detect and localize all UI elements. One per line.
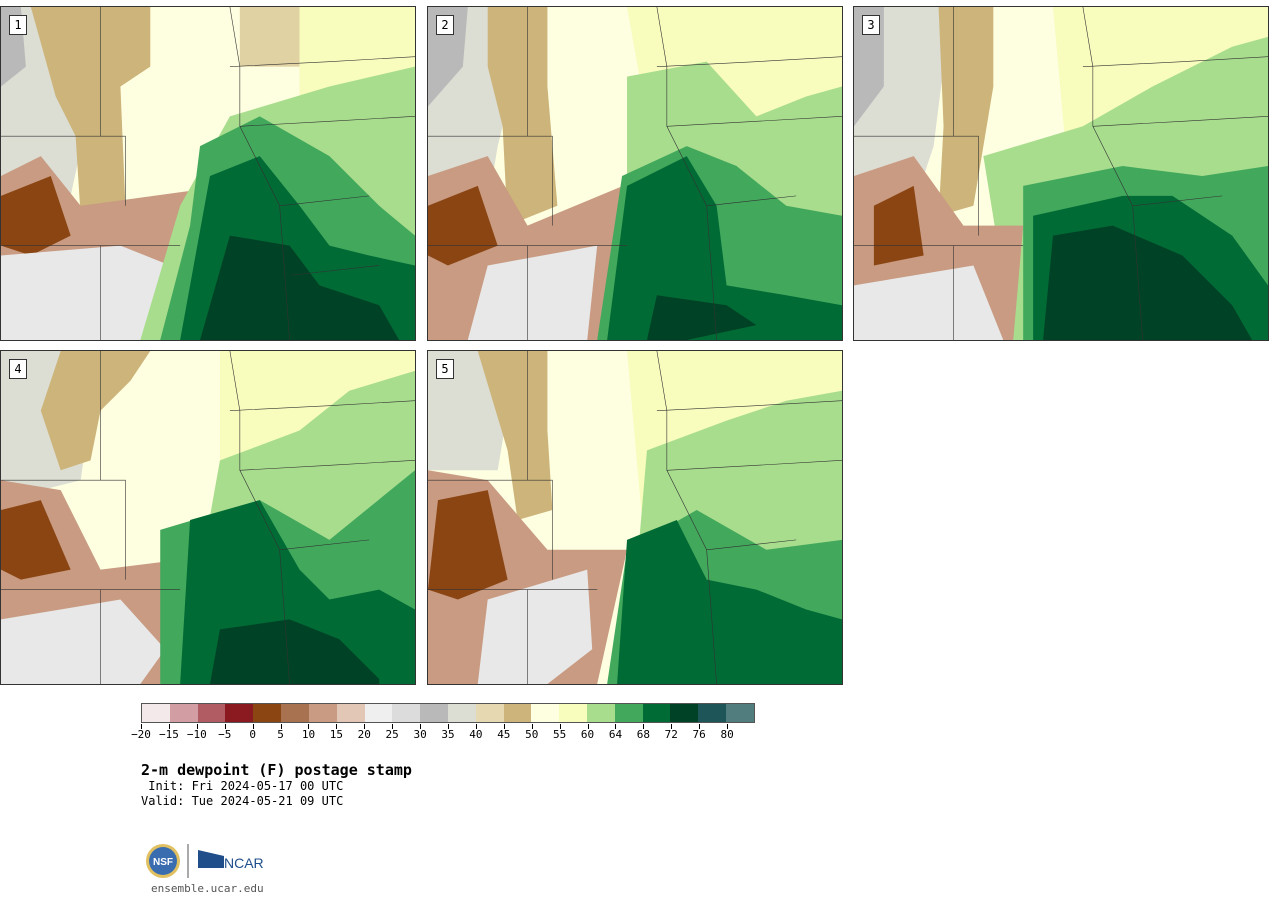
figure-title: 2-m dewpoint (F) postage stamp xyxy=(141,761,412,779)
colorbar-tick-label-7: 15 xyxy=(329,728,343,741)
site-url: ensemble.ucar.edu xyxy=(151,882,264,895)
colorbar-tick-label-17: 64 xyxy=(608,728,623,741)
colorbar-tick-label-1: −15 xyxy=(158,728,179,741)
colorbar-tick-label-18: 68 xyxy=(636,728,650,741)
colorbar-segment-21 xyxy=(726,704,754,722)
logos: NSF NCAR xyxy=(144,842,274,882)
colorbar-tick-9 xyxy=(392,724,394,729)
colorbar-tick-label-2: −10 xyxy=(186,728,207,741)
colorbar-tick-17 xyxy=(615,724,617,729)
colorbar-tick-15 xyxy=(559,724,561,729)
colorbar-tick-5 xyxy=(280,724,282,729)
colorbar-segment-9 xyxy=(392,704,421,722)
colorbar-tick-14 xyxy=(531,724,533,729)
colorbar-segment-2 xyxy=(197,704,226,722)
colorbar-tick-label-15: 55 xyxy=(553,728,567,741)
colorbar-tick-label-19: 72 xyxy=(664,728,678,741)
colorbar-segment-18 xyxy=(642,704,671,722)
dewpoint-map-5 xyxy=(428,351,842,684)
postage-stamp-panel-3: 3 xyxy=(853,6,1269,341)
colorbar-tick-label-21: 80 xyxy=(720,728,734,741)
colorbar-segment-5 xyxy=(281,704,309,722)
dewpoint-colorbar xyxy=(141,703,755,723)
colorbar-segment-19 xyxy=(670,704,699,722)
colorbar-tick-19 xyxy=(671,724,673,729)
dewpoint-map-3 xyxy=(854,7,1268,340)
colorbar-segment-20 xyxy=(698,704,727,722)
colorbar-tick-label-11: 35 xyxy=(441,728,455,741)
colorbar-tick-4 xyxy=(252,724,254,729)
dewpoint-map-2 xyxy=(428,7,842,340)
colorbar-tick-label-0: −20 xyxy=(131,728,151,741)
colorbar-segment-17 xyxy=(614,704,643,722)
colorbar-tick-16 xyxy=(587,724,589,729)
colorbar-tick-10 xyxy=(420,724,422,729)
nsf-text: NSF xyxy=(153,857,173,868)
colorbar-segment-12 xyxy=(475,704,504,722)
colorbar-segment-16 xyxy=(587,704,615,722)
postage-stamp-panel-4: 4 xyxy=(0,350,416,685)
colorbar-segment-15 xyxy=(559,704,587,722)
panel-label-3: 3 xyxy=(862,15,880,35)
colorbar-tick-label-3: −5 xyxy=(218,728,232,741)
postage-stamp-panel-1: 1 xyxy=(0,6,416,341)
colorbar-tick-20 xyxy=(699,724,701,729)
ncar-text: NCAR xyxy=(224,855,264,871)
colorbar-tick-12 xyxy=(475,724,477,729)
ncar-logo-icon: NCAR xyxy=(198,850,264,871)
colorbar-tick-8 xyxy=(364,724,366,729)
colorbar-tick-0 xyxy=(141,724,142,729)
colorbar-tick-11 xyxy=(448,724,449,729)
colorbar-tick-label-6: 10 xyxy=(301,728,316,741)
colorbar-tick-label-14: 50 xyxy=(525,728,539,741)
colorbar-segment-3 xyxy=(225,704,254,722)
colorbar-segment-0 xyxy=(142,704,170,722)
colorbar-tick-6 xyxy=(308,724,310,729)
colorbar-segment-13 xyxy=(503,704,532,722)
colorbar-tick-7 xyxy=(336,724,338,729)
nsf-ncar-logo: NSF NCAR xyxy=(146,844,264,878)
panel-label-1: 1 xyxy=(9,15,27,35)
init-time: Init: Fri 2024-05-17 00 UTC xyxy=(141,779,344,793)
colorbar-tick-18 xyxy=(643,724,645,729)
panel-label-5: 5 xyxy=(436,359,454,379)
colorbar-tick-label-12: 40 xyxy=(469,728,483,741)
colorbar-segment-8 xyxy=(364,704,393,722)
valid-time: Valid: Tue 2024-05-21 09 UTC xyxy=(141,794,344,808)
colorbar-segment-10 xyxy=(420,704,448,722)
postage-stamp-panel-5: 5 xyxy=(427,350,843,685)
colorbar-tick-21 xyxy=(727,724,729,729)
panel-label-4: 4 xyxy=(9,359,27,379)
colorbar-tick-label-5: 5 xyxy=(277,728,284,741)
colorbar-tick-label-4: 0 xyxy=(249,728,256,741)
dewpoint-map-4 xyxy=(1,351,415,684)
colorbar-tick-label-16: 60 xyxy=(580,728,595,741)
colorbar-tick-3 xyxy=(224,724,226,729)
colorbar-tick-label-20: 76 xyxy=(692,728,706,741)
colorbar-ticks: −20 −15 −10 −5 0 5 10 15 20 25 30 35 40 45 50 55 60 64 68 7… xyxy=(131,724,755,748)
colorbar-segment-1 xyxy=(169,704,198,722)
colorbar-segment-6 xyxy=(308,704,337,722)
postage-stamp-panel-2: 2 xyxy=(427,6,843,341)
colorbar-tick-1 xyxy=(168,724,170,729)
colorbar-tick-label-13: 45 xyxy=(497,728,511,741)
colorbar-segment-7 xyxy=(336,704,365,722)
colorbar-tick-label-10: 30 xyxy=(413,728,427,741)
colorbar-tick-label-8: 20 xyxy=(357,728,371,741)
colorbar-segment-11 xyxy=(447,704,476,722)
colorbar-tick-13 xyxy=(503,724,505,729)
dewpoint-map-1 xyxy=(1,7,415,340)
colorbar-segment-4 xyxy=(253,704,282,722)
colorbar-segment-14 xyxy=(531,704,560,722)
colorbar-tick-label-9: 25 xyxy=(385,728,399,741)
colorbar-tick-2 xyxy=(196,724,198,729)
panel-label-2: 2 xyxy=(436,15,454,35)
nsf-logo-icon: NSF xyxy=(146,844,180,878)
